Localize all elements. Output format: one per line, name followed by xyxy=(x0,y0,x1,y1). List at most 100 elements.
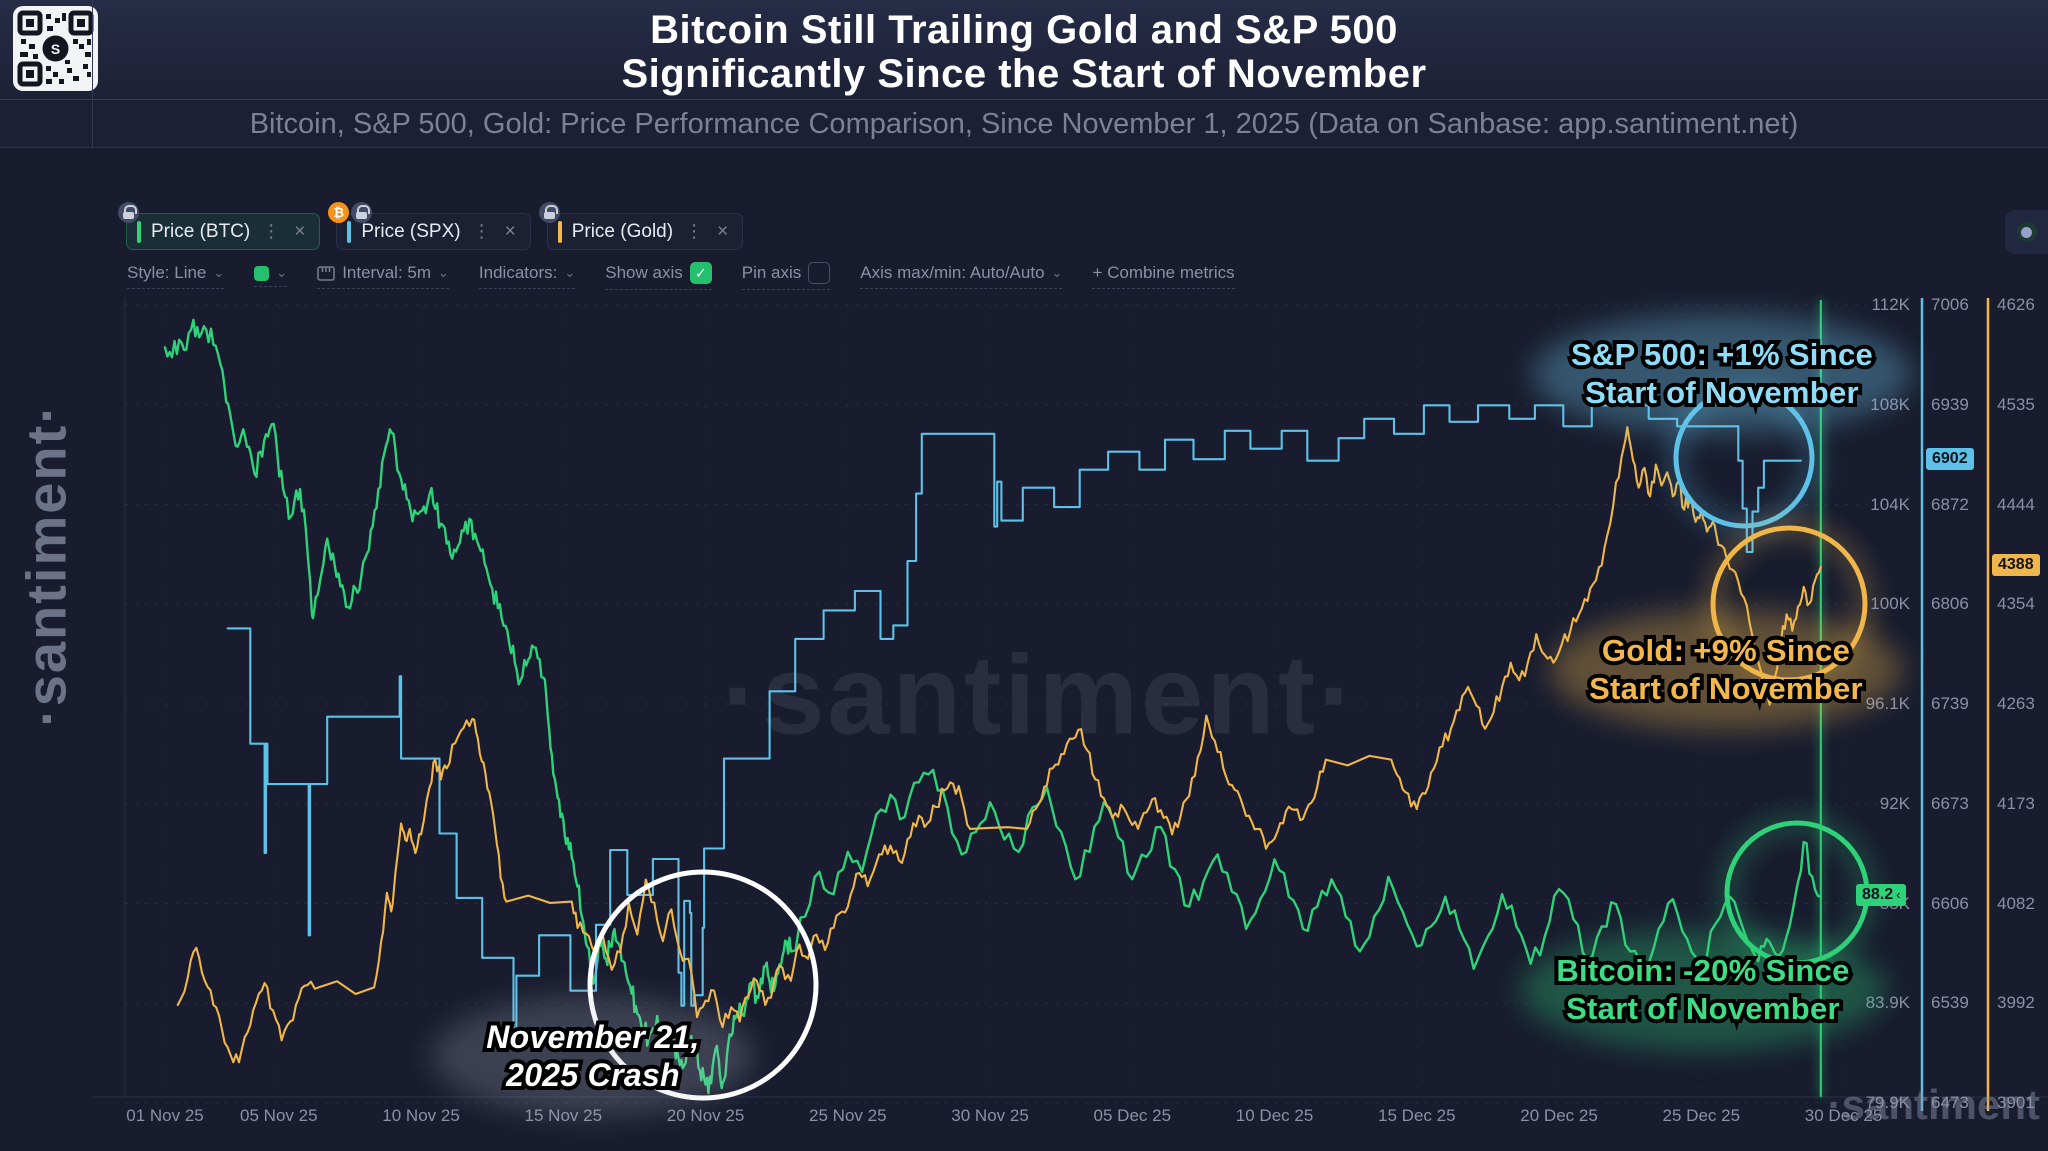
chart-toolbar: Style: Line ⌄ ⌄ Interval: 5m ⌄ Indicator… xyxy=(127,262,1235,290)
btc-tick: 104K xyxy=(1870,494,1910,514)
callout-text: November 21, xyxy=(486,1019,700,1055)
combine-metrics-label: + Combine metrics xyxy=(1092,263,1235,282)
combine-metrics-button[interactable]: + Combine metrics xyxy=(1092,263,1235,289)
crash-callout: November 21, November 21, 2025 Crash 2025 … xyxy=(432,996,754,1116)
svg-text:S: S xyxy=(51,41,60,57)
indicators-selector[interactable]: Indicators: ⌄ xyxy=(478,263,576,289)
crash-circle xyxy=(587,869,819,1101)
date-tick: 20 Dec 25 xyxy=(1520,1106,1598,1125)
checkbox-checked-icon[interactable]: ✓ xyxy=(689,262,712,284)
spx-tick: 7006 xyxy=(1931,295,1969,314)
gold-tick: 4354 xyxy=(1997,594,2035,614)
spx-color-bar xyxy=(347,220,352,243)
tab-price-spx[interactable]: ₿ Price (SPX) ⋮ × xyxy=(328,202,531,250)
tab-label: Price (BTC) xyxy=(151,220,251,242)
checkbox-unchecked-icon[interactable] xyxy=(808,262,831,284)
btc-callout: Bitcoin: -20% Since Bitcoin: -20% Since S… xyxy=(1520,930,1886,1050)
metric-tabs: Price (BTC) ⋮ × ₿ Price (SPX) ⋮ × Price … xyxy=(118,202,744,250)
btc-tick: 100K xyxy=(1870,594,1910,614)
show-axis-toggle[interactable]: Show axis ✓ xyxy=(605,262,712,290)
chevron-down-icon: ⌄ xyxy=(213,265,225,280)
close-icon[interactable]: × xyxy=(504,220,516,242)
spx-tick: 6806 xyxy=(1931,594,1969,614)
gold-tick: 4173 xyxy=(1997,793,2035,813)
gold-tick: 4444 xyxy=(1997,494,2035,514)
gold-callout-halo xyxy=(1550,610,1902,730)
lock-icon xyxy=(538,202,560,223)
gold-tick: 4535 xyxy=(1997,394,2035,414)
pin-axis-toggle[interactable]: Pin axis xyxy=(741,262,831,290)
gold-tick: 4626 xyxy=(1997,295,2035,314)
bitcoin-badge-icon: ₿ xyxy=(328,202,350,223)
spx-highlight-circle xyxy=(1673,387,1815,529)
gold-tick: 4263 xyxy=(1997,694,2035,713)
kebab-menu-icon[interactable]: ⋮ xyxy=(472,221,491,241)
interval-label: Interval: 5m xyxy=(342,263,432,282)
gold-price-badge: 4388 xyxy=(1992,553,2040,576)
axis-maxmin-label: Axis max/min: Auto/Auto xyxy=(860,263,1045,282)
show-axis-label: Show axis xyxy=(605,263,683,282)
kebab-menu-icon[interactable]: ⋮ xyxy=(262,221,281,241)
interval-icon xyxy=(317,265,336,281)
title-line-1: Bitcoin Still Trailing Gold and S&P 500 xyxy=(650,8,1398,52)
spx-price-badge: 6902 xyxy=(1926,447,1974,470)
btc-tick: 112K xyxy=(1871,295,1910,314)
callout-text: Start of November xyxy=(1585,375,1859,410)
chevron-down-icon: ⌄ xyxy=(1051,265,1063,280)
close-icon[interactable]: × xyxy=(717,220,729,242)
gold-highlight-circle xyxy=(1710,525,1868,683)
spx-tick: 6939 xyxy=(1931,394,1969,414)
gold-tick: 3901 xyxy=(1997,1093,2035,1112)
date-tick: 05 Nov 25 xyxy=(240,1106,318,1125)
tab-price-gold[interactable]: Price (Gold) ⋮ × xyxy=(538,202,744,250)
btc-color-bar xyxy=(137,220,141,243)
date-tick: 10 Nov 25 xyxy=(382,1106,460,1125)
spx-callout-halo xyxy=(1532,314,1912,434)
header: Bitcoin Still Trailing Gold and S&P 500 … xyxy=(0,0,2048,100)
spx-tick: 6872 xyxy=(1931,494,1969,514)
date-tick: 30 Dec 25 xyxy=(1804,1106,1883,1125)
interval-selector[interactable]: Interval: 5m ⌄ xyxy=(317,263,449,289)
chevron-down-icon: ⌄ xyxy=(276,265,288,280)
qr-code: S xyxy=(13,6,98,91)
gold-tick: 4082 xyxy=(1997,893,2035,913)
lock-icon xyxy=(118,202,139,223)
style-selector[interactable]: Style: Line ⌄ xyxy=(127,263,225,289)
style-label: Style: Line xyxy=(127,263,207,282)
pin-axis-label: Pin axis xyxy=(741,263,802,282)
gold-color-bar xyxy=(557,220,562,243)
callout-text: Start of November xyxy=(1589,671,1863,706)
spx-tick: 6473 xyxy=(1931,1093,1969,1112)
date-tick: 10 Dec 25 xyxy=(1235,1106,1314,1125)
btc-tick: 92K xyxy=(1879,793,1910,813)
color-swatch xyxy=(254,265,270,281)
color-swatch-selector[interactable]: ⌄ xyxy=(254,265,288,287)
btc-tick: 108K xyxy=(1870,394,1910,414)
callout-text: Start of November xyxy=(1566,991,1840,1026)
spx-tick: 6673 xyxy=(1931,793,1969,813)
axis-maxmin-selector[interactable]: Axis max/min: Auto/Auto ⌄ xyxy=(860,263,1063,289)
kebab-menu-icon[interactable]: ⋮ xyxy=(685,221,704,241)
gold-y-axis[interactable]: 4626 4535 4444 4354 4263 4173 4082 3992 3901 xyxy=(1997,0,2047,1151)
tab-price-btc[interactable]: Price (BTC) ⋮ × xyxy=(118,202,321,250)
subtitle-strip: Bitcoin, S&P 500, Gold: Price Performanc… xyxy=(0,101,2048,148)
callout-text: S&P 500: +1% Since xyxy=(1570,337,1874,372)
title-line-2: Significantly Since the Start of Novembe… xyxy=(621,52,1427,96)
spx-y-axis[interactable]: 7006 6939 6872 6806 6739 6673 6606 6539 6473 xyxy=(1931,0,1985,1151)
btc-tick: 79.9K xyxy=(1865,1093,1910,1112)
btc-tick: 83.9K xyxy=(1865,993,1910,1013)
lock-icon xyxy=(351,202,373,223)
tab-label: Price (Gold) xyxy=(571,220,674,242)
btc-price-badge: 88.2 ‹ xyxy=(1856,883,1907,906)
chart-options-button[interactable] xyxy=(2005,210,2048,254)
date-tick: 25 Dec 25 xyxy=(1662,1106,1741,1125)
gold-tick: 3992 xyxy=(1997,993,2035,1013)
tab-label: Price (SPX) xyxy=(361,220,461,242)
close-icon[interactable]: × xyxy=(294,220,306,242)
date-tick: 05 Dec 25 xyxy=(1093,1106,1172,1125)
spx-tick: 6539 xyxy=(1931,993,1969,1013)
center-watermark: ·santiment· xyxy=(721,632,1359,758)
date-tick: 25 Nov 25 xyxy=(809,1106,887,1125)
